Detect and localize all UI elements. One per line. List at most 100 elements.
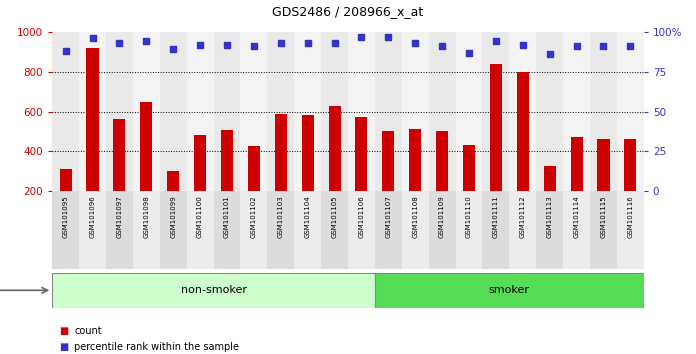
Bar: [590, 32, 617, 191]
Bar: [214, 32, 240, 191]
Bar: [409, 130, 421, 191]
Point: [356, 34, 367, 40]
Bar: [563, 191, 590, 269]
Bar: [275, 114, 287, 191]
Bar: [375, 273, 644, 308]
Point: [464, 50, 475, 55]
Point: [275, 40, 286, 46]
Bar: [187, 32, 214, 191]
Bar: [482, 32, 509, 191]
Text: GSM101109: GSM101109: [439, 195, 445, 238]
Text: GSM101110: GSM101110: [466, 195, 472, 238]
Bar: [436, 131, 448, 191]
Point: [141, 39, 152, 44]
Bar: [187, 191, 214, 269]
Bar: [375, 32, 402, 191]
Bar: [597, 139, 610, 191]
Bar: [402, 191, 429, 269]
Bar: [321, 191, 348, 269]
Bar: [456, 191, 482, 269]
Bar: [329, 105, 340, 191]
Text: GSM101104: GSM101104: [305, 195, 310, 238]
Point: [60, 48, 71, 54]
Point: [517, 42, 528, 47]
Bar: [267, 191, 294, 269]
Point: [625, 44, 636, 49]
Bar: [160, 32, 187, 191]
Point: [410, 40, 421, 46]
Point: [221, 42, 232, 47]
Text: GSM101099: GSM101099: [171, 195, 176, 238]
Text: percentile rank within the sample: percentile rank within the sample: [74, 342, 239, 352]
Text: GSM101105: GSM101105: [331, 195, 338, 238]
Bar: [79, 32, 106, 191]
Bar: [456, 32, 482, 191]
Bar: [52, 273, 375, 308]
Bar: [348, 32, 375, 191]
Text: GSM101095: GSM101095: [63, 195, 69, 238]
Point: [87, 35, 98, 41]
Bar: [429, 191, 456, 269]
Bar: [133, 191, 160, 269]
Bar: [348, 191, 375, 269]
Text: GSM101113: GSM101113: [546, 195, 553, 238]
Point: [194, 42, 205, 47]
Text: GSM101100: GSM101100: [197, 195, 203, 238]
Bar: [221, 130, 233, 191]
Point: [302, 40, 313, 46]
Bar: [617, 32, 644, 191]
Bar: [160, 191, 187, 269]
Text: GSM101098: GSM101098: [143, 195, 150, 238]
Bar: [356, 118, 367, 191]
Point: [329, 40, 340, 46]
Bar: [86, 48, 99, 191]
Bar: [375, 191, 402, 269]
Bar: [544, 166, 555, 191]
Bar: [402, 32, 429, 191]
Text: count: count: [74, 326, 102, 336]
Bar: [563, 32, 590, 191]
Text: GSM101097: GSM101097: [116, 195, 122, 238]
Bar: [571, 137, 583, 191]
Bar: [106, 32, 133, 191]
Bar: [60, 169, 72, 191]
Bar: [79, 191, 106, 269]
Point: [114, 40, 125, 46]
Text: non-smoker: non-smoker: [180, 285, 246, 295]
Bar: [463, 145, 475, 191]
Text: smoker: smoker: [489, 285, 530, 295]
Bar: [509, 32, 536, 191]
Point: [168, 46, 179, 52]
Bar: [536, 191, 563, 269]
Text: GSM101103: GSM101103: [278, 195, 284, 238]
Text: GSM101107: GSM101107: [386, 195, 391, 238]
Bar: [624, 139, 636, 191]
Bar: [429, 32, 456, 191]
Bar: [382, 131, 395, 191]
Text: GSM101112: GSM101112: [520, 195, 525, 238]
Point: [490, 39, 501, 44]
Text: GSM101115: GSM101115: [601, 195, 606, 238]
Bar: [590, 191, 617, 269]
Point: [383, 34, 394, 40]
Bar: [133, 32, 160, 191]
Bar: [167, 171, 180, 191]
Bar: [240, 191, 267, 269]
Bar: [301, 115, 314, 191]
Text: GSM101102: GSM101102: [251, 195, 257, 238]
Text: GSM101114: GSM101114: [574, 195, 580, 238]
Point: [544, 51, 555, 57]
Bar: [516, 72, 529, 191]
Bar: [294, 191, 321, 269]
Bar: [294, 32, 321, 191]
Bar: [106, 191, 133, 269]
Text: GSM101101: GSM101101: [224, 195, 230, 238]
Text: ■: ■: [59, 326, 68, 336]
Text: GSM101111: GSM101111: [493, 195, 499, 238]
Bar: [490, 64, 502, 191]
Bar: [214, 191, 240, 269]
Point: [436, 44, 448, 49]
Bar: [617, 191, 644, 269]
Bar: [321, 32, 348, 191]
Bar: [194, 135, 206, 191]
